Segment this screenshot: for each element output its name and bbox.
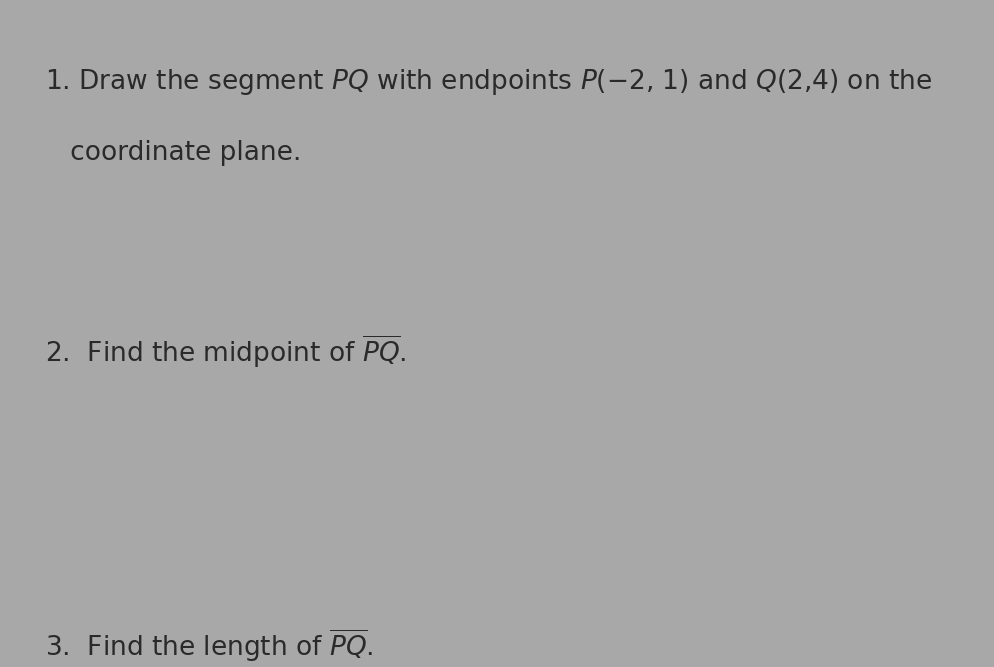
- Text: 2.  Find the midpoint of $\overline{PQ}$.: 2. Find the midpoint of $\overline{PQ}$.: [45, 334, 406, 370]
- Text: 1. Draw the segment $\mathit{PQ}$ with endpoints $\mathit{P}$(−2, 1) and $\mathi: 1. Draw the segment $\mathit{PQ}$ with e…: [45, 67, 931, 97]
- Text: coordinate plane.: coordinate plane.: [45, 140, 301, 166]
- Text: 3.  Find the length of $\overline{PQ}$.: 3. Find the length of $\overline{PQ}$.: [45, 627, 373, 664]
